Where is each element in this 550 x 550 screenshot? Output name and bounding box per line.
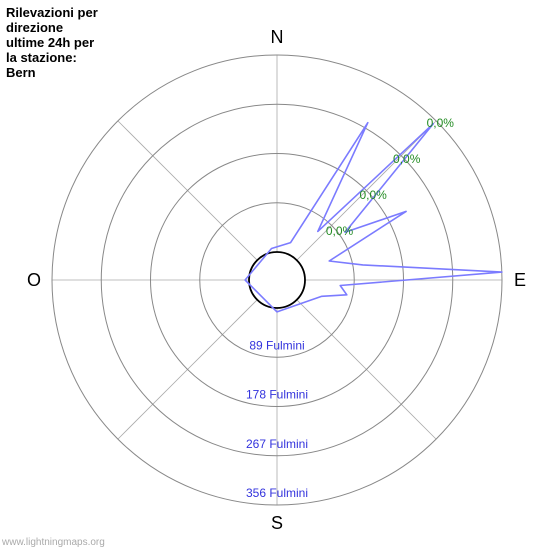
direction-label-N: N [271,27,284,47]
polar-chart-svg: 89 Fulmini 178 Fulmini 267 Fulmini 356 Fulm… [0,0,550,550]
direction-label-E: E [514,270,526,290]
ring-label: 267 Fulmini [246,437,308,451]
percent-label: 0,0% [326,224,354,238]
percent-label: 0,0% [427,116,455,130]
polar-chart-container: Rilevazioni perdirezioneultime 24h perla… [0,0,550,550]
percent-label: 0,0% [393,152,421,166]
direction-label-O: O [27,270,41,290]
ring-label: 89 Fulmini [249,338,304,352]
ring-label: 178 Fulmini [246,388,308,402]
direction-label-S: S [271,513,283,533]
percent-label: 0,0% [359,188,387,202]
footer-credit: www.lightningmaps.org [2,537,105,548]
ring-label: 356 Fulmini [246,486,308,500]
